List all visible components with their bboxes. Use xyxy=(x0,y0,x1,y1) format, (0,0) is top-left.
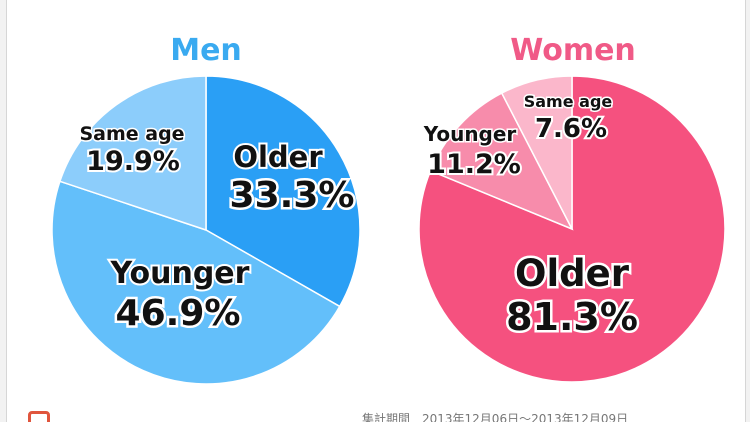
slice-label-older-men: Older xyxy=(233,140,323,174)
slice-younger-women xyxy=(429,92,574,231)
slice-label-younger-men: Younger xyxy=(110,256,250,291)
pie-women: Women Older 81.3% Younger 11.2% Same age… xyxy=(418,33,726,383)
slice-value-same-age-women: 7.6% xyxy=(535,114,607,144)
slice-value-older-men: 33.3% xyxy=(230,175,355,216)
chart-title-women: Women xyxy=(510,33,636,68)
slice-same-age-men xyxy=(58,75,207,232)
slice-label-same-age-men: Same age xyxy=(79,123,184,145)
slice-label-older-women: Older xyxy=(515,252,630,295)
slice-label-younger-women: Younger xyxy=(423,122,517,146)
footer: 集計期間 2013年12月06日～2013年12月09日 xyxy=(6,404,744,422)
slice-value-older-women: 81.3% xyxy=(506,295,638,339)
pie-men: Men Older 33.3% Younger 46.9% Same age 1… xyxy=(51,33,361,385)
survey-period: 集計期間 2013年12月06日～2013年12月09日 xyxy=(362,412,629,422)
slice-same-age-women xyxy=(500,75,573,230)
slice-older-men xyxy=(205,75,361,308)
slice-value-younger-men: 46.9% xyxy=(116,293,241,334)
slice-value-younger-women: 11.2% xyxy=(427,149,521,180)
slice-younger-men xyxy=(51,180,341,385)
chart-title-men: Men xyxy=(170,33,242,68)
logo-icon xyxy=(28,411,50,422)
slice-value-same-age-men: 19.9% xyxy=(86,146,180,177)
slice-label-same-age-women: Same age xyxy=(524,92,613,111)
